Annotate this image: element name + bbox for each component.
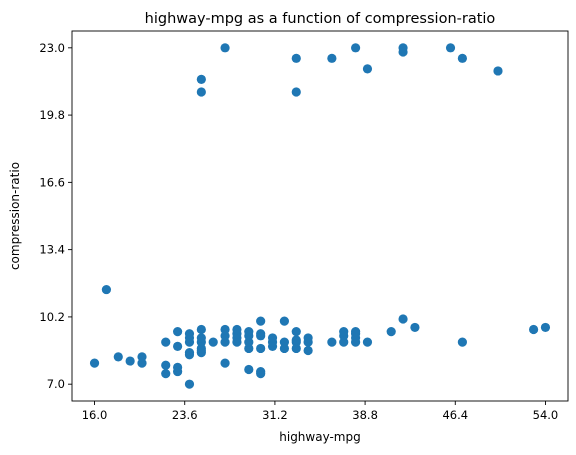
data-point xyxy=(184,329,195,339)
data-point xyxy=(244,337,254,347)
data-point xyxy=(161,369,171,379)
data-point xyxy=(351,43,361,53)
data-point xyxy=(232,324,242,335)
x-axis: 16.0 23.6 31.2 38.8 46.4 54.0 xyxy=(82,401,559,422)
data-point xyxy=(161,360,171,370)
data-point xyxy=(493,66,503,76)
data-point xyxy=(303,333,313,343)
y-axis-label: compression-ratio xyxy=(8,162,22,270)
data-point xyxy=(291,335,301,345)
data-point xyxy=(137,358,147,368)
data-point xyxy=(386,327,396,337)
data-point xyxy=(220,337,230,347)
data-point xyxy=(256,343,266,354)
data-point xyxy=(196,333,206,343)
data-point xyxy=(362,64,373,74)
data-point xyxy=(351,327,361,337)
x-axis-label: highway-mpg xyxy=(279,430,360,444)
x-tick-label: 16.0 xyxy=(82,408,108,422)
y-tick-label: 10.2 xyxy=(39,310,65,324)
data-point xyxy=(196,87,206,97)
y-tick-label: 23.0 xyxy=(39,41,65,55)
data-point xyxy=(279,316,289,326)
x-tick-label: 38.8 xyxy=(352,408,378,422)
data-point xyxy=(291,343,301,354)
data-point xyxy=(244,364,254,375)
data-point xyxy=(173,341,183,351)
data-point xyxy=(184,348,195,358)
data-point xyxy=(291,53,301,63)
x-tick-label: 31.2 xyxy=(262,408,288,422)
data-point xyxy=(137,352,147,362)
data-point xyxy=(256,366,266,377)
data-point xyxy=(256,329,266,339)
data-point xyxy=(220,43,230,53)
y-axis: 7.0 10.2 13.4 16.6 19.8 23.0 xyxy=(39,41,72,391)
data-point xyxy=(244,327,254,337)
data-point xyxy=(327,53,337,63)
x-tick-label: 46.4 xyxy=(442,408,468,422)
data-point xyxy=(196,74,206,84)
data-point xyxy=(256,316,266,326)
data-point xyxy=(339,337,349,347)
data-point xyxy=(196,343,206,354)
data-point xyxy=(445,43,456,53)
plot-area xyxy=(71,30,569,402)
data-point xyxy=(303,345,313,356)
x-tick-label: 23.6 xyxy=(172,408,198,422)
data-point xyxy=(457,53,467,63)
y-tick-label: 16.6 xyxy=(39,175,65,189)
data-point xyxy=(89,358,100,368)
data-point xyxy=(267,333,278,343)
data-point xyxy=(398,314,408,324)
data-point xyxy=(220,358,230,368)
data-point xyxy=(220,324,230,335)
data-point xyxy=(173,362,183,372)
data-point xyxy=(184,379,195,389)
data-point xyxy=(398,43,408,53)
data-point xyxy=(220,331,230,341)
data-point xyxy=(244,343,254,354)
data-point xyxy=(279,337,289,347)
data-point xyxy=(173,327,183,337)
data-point xyxy=(279,343,289,354)
y-tick-label: 7.0 xyxy=(47,377,65,391)
data-point xyxy=(161,337,171,347)
x-tick-label: 54.0 xyxy=(533,408,559,422)
data-point xyxy=(125,356,135,366)
data-point xyxy=(528,324,539,335)
data-point xyxy=(291,327,301,337)
data-points xyxy=(89,43,551,389)
y-tick-label: 19.8 xyxy=(39,108,65,122)
y-tick-label: 13.4 xyxy=(39,243,65,257)
data-point xyxy=(208,337,218,347)
data-point xyxy=(327,337,337,347)
data-point xyxy=(291,87,301,97)
data-point xyxy=(101,284,112,295)
data-point xyxy=(113,352,123,362)
data-point xyxy=(410,322,420,333)
data-point xyxy=(540,322,551,333)
chart-title: highway-mpg as a function of compression… xyxy=(145,11,496,27)
data-point xyxy=(339,327,349,337)
data-point xyxy=(362,337,373,347)
data-point xyxy=(457,337,467,347)
data-point xyxy=(196,324,206,335)
